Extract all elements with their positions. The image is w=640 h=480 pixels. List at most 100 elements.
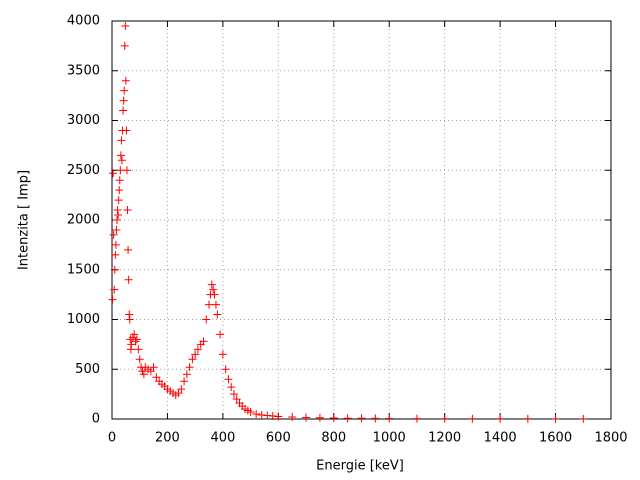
- point: [119, 96, 128, 105]
- point: [122, 166, 131, 175]
- y-axis-label: Intenzita [ Imp]: [17, 170, 32, 270]
- y-tick-label: 1000: [67, 312, 100, 327]
- point: [209, 285, 218, 294]
- point: [113, 206, 122, 215]
- point: [188, 355, 197, 364]
- point: [579, 414, 588, 423]
- x-tick-label: 0: [108, 431, 116, 446]
- point: [224, 375, 233, 384]
- point: [357, 414, 366, 423]
- y-tick-label: 1500: [67, 262, 100, 277]
- point: [496, 414, 505, 423]
- point: [177, 385, 186, 394]
- point: [180, 377, 189, 386]
- point: [149, 363, 158, 372]
- point: [227, 383, 236, 392]
- y-tick-label: 4000: [67, 14, 100, 29]
- point: [111, 250, 120, 259]
- point: [202, 315, 211, 324]
- point: [132, 335, 141, 344]
- point: [288, 413, 297, 422]
- point: [412, 414, 421, 423]
- point: [440, 414, 449, 423]
- point: [385, 414, 394, 423]
- point: [125, 315, 134, 324]
- x-tick-label: 200: [155, 431, 180, 446]
- point: [117, 136, 126, 145]
- point: [127, 340, 136, 349]
- y-tick-label: 3500: [67, 63, 100, 78]
- point: [218, 350, 227, 359]
- x-tick-label: 400: [210, 431, 235, 446]
- x-tick-label: 1000: [373, 431, 406, 446]
- point: [274, 412, 283, 421]
- point: [123, 206, 132, 215]
- point: [121, 76, 130, 85]
- point: [110, 265, 119, 274]
- point: [120, 41, 129, 50]
- point: [205, 300, 214, 309]
- point: [329, 414, 338, 423]
- point: [108, 295, 117, 304]
- point: [114, 196, 123, 205]
- point: [124, 275, 133, 284]
- point: [115, 176, 124, 185]
- point: [229, 390, 238, 399]
- point: [343, 414, 352, 423]
- point: [130, 330, 139, 339]
- point: [115, 186, 124, 195]
- point: [302, 413, 311, 422]
- point: [191, 350, 200, 359]
- point: [211, 300, 220, 309]
- point: [207, 280, 216, 289]
- point: [252, 410, 261, 419]
- point: [109, 230, 118, 239]
- point: [114, 211, 123, 220]
- x-axis-label: Energie [keV]: [316, 459, 404, 474]
- point: [193, 345, 202, 354]
- point: [112, 216, 121, 224]
- point: [131, 337, 140, 346]
- point: [213, 310, 222, 319]
- x-tick-label: 1800: [594, 431, 627, 446]
- y-tick-label: 2500: [67, 163, 100, 178]
- point: [134, 345, 143, 354]
- y-tick-label: 0: [92, 412, 100, 427]
- point: [126, 345, 135, 354]
- y-tick-label: 500: [75, 362, 100, 377]
- point: [111, 240, 120, 249]
- x-tick-label: 600: [266, 431, 291, 446]
- point: [216, 330, 225, 339]
- point: [121, 21, 130, 30]
- point: [112, 225, 121, 234]
- point: [125, 310, 134, 319]
- y-tick-label: 2000: [67, 213, 100, 228]
- point: [124, 245, 133, 254]
- point: [523, 414, 532, 423]
- y-tick-label: 3000: [67, 113, 100, 128]
- point: [182, 370, 191, 379]
- point: [199, 337, 208, 346]
- point: [116, 151, 125, 160]
- point: [135, 355, 144, 364]
- point: [551, 414, 560, 423]
- x-tick-label: 1600: [539, 431, 572, 446]
- point: [120, 86, 129, 95]
- point: [315, 413, 324, 422]
- point: [122, 126, 131, 135]
- point: [185, 363, 194, 372]
- point: [119, 106, 128, 115]
- point: [210, 290, 219, 299]
- point: [110, 285, 119, 294]
- x-tick-label: 800: [321, 431, 346, 446]
- x-tick-label: 1400: [484, 431, 517, 446]
- point: [221, 365, 230, 374]
- point: [468, 414, 477, 423]
- x-tick-label: 1200: [428, 431, 461, 446]
- point: [246, 408, 255, 417]
- point: [371, 414, 380, 423]
- point: [117, 156, 126, 165]
- point: [139, 370, 148, 379]
- point: [109, 169, 118, 178]
